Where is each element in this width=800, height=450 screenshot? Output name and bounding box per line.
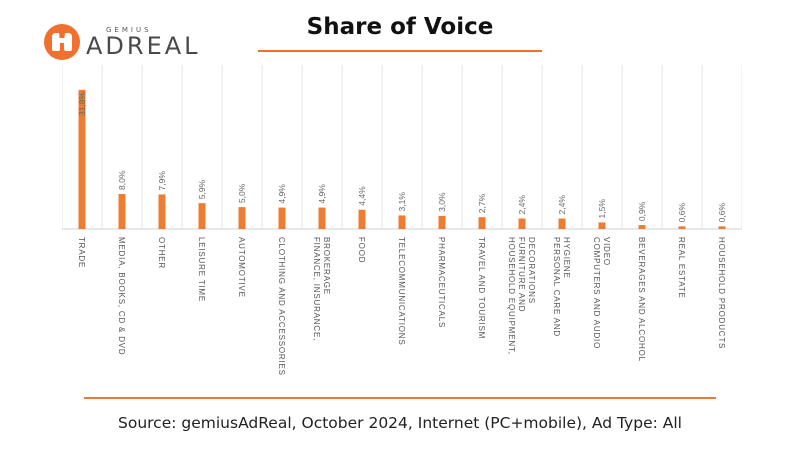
plot-background xyxy=(62,65,742,229)
share-of-voice-chart: 31,8% TRADE 8,0% MEDIA, BOOKS, CD & DVD 7,9%… xyxy=(62,65,742,376)
bar xyxy=(558,218,566,229)
tick-label: AUTOMOTIVE xyxy=(237,237,246,298)
bar xyxy=(278,207,286,229)
data-label: 3,1% xyxy=(397,192,407,212)
bar xyxy=(678,226,686,229)
data-label: 0,6% xyxy=(717,203,727,223)
gemius-adreal-logo: GEMIUS ADREAL xyxy=(44,24,201,60)
tick-label: DECORATIONS xyxy=(527,237,536,304)
page-title: Share of Voice xyxy=(306,14,494,40)
bar xyxy=(718,226,726,229)
bar xyxy=(398,215,406,229)
data-label: 2,4% xyxy=(557,195,567,215)
tick-label: TELECOMMUNICATIONS xyxy=(397,237,406,345)
data-label: 2,4% xyxy=(517,195,527,215)
tick-label: HYGIENE xyxy=(562,237,571,279)
bar xyxy=(598,222,606,229)
tick-label: PERSONAL CARE AND xyxy=(552,237,561,337)
data-label: 0,9% xyxy=(637,201,647,221)
tick-label: FINANCE, INSURANCE, xyxy=(312,237,321,341)
tick-label: OTHER xyxy=(157,237,166,269)
data-label: 0,6% xyxy=(677,203,687,223)
data-label: 31,8% xyxy=(77,91,87,116)
bar xyxy=(118,194,126,229)
tick-label: TRAVEL AND TOURISM xyxy=(477,237,486,339)
data-label: 3,0% xyxy=(437,192,447,212)
tick-label: REAL ESTATE xyxy=(677,237,686,299)
tick-label: HOUSEHOLD PRODUCTS xyxy=(717,237,726,349)
data-label: 4,4% xyxy=(357,186,367,206)
tick-label: CLOTHING AND ACCESSORIES xyxy=(277,237,286,376)
bar xyxy=(518,218,526,229)
bar xyxy=(638,225,646,229)
data-label: 4,9% xyxy=(317,184,327,204)
tick-label: BEVERAGES AND ALCOHOL xyxy=(637,237,646,362)
bar xyxy=(438,215,446,229)
logo-small-text: GEMIUS xyxy=(106,25,152,34)
tick-label: TRADE xyxy=(77,237,86,268)
binoculars-icon xyxy=(44,24,80,60)
title-underline xyxy=(258,50,542,52)
bar xyxy=(478,217,486,229)
tick-label: FURNITURE AND xyxy=(517,237,526,312)
data-label: 2,7% xyxy=(477,193,487,213)
tick-label: COMPUTERS AND AUDIO xyxy=(592,237,601,349)
tick-label: FOOD xyxy=(357,237,366,263)
bar xyxy=(158,194,166,229)
bar xyxy=(238,207,246,229)
bar xyxy=(358,209,366,229)
bottom-divider xyxy=(84,397,716,399)
logo-big-text: ADREAL xyxy=(86,31,201,60)
data-label: 4,9% xyxy=(277,184,287,204)
bar xyxy=(318,207,326,229)
tick-label: VIDEO xyxy=(602,237,611,266)
tick-label: PHARMACEUTICALS xyxy=(437,237,446,328)
source-note: Source: gemiusAdReal, October 2024, Inte… xyxy=(118,414,682,432)
bar xyxy=(198,203,206,229)
data-label: 7,9% xyxy=(157,171,167,191)
data-label: 5,0% xyxy=(237,183,247,203)
tick-label: LEISURE TIME xyxy=(197,237,206,302)
tick-label: HOUSEHOLD EQUIPMENT, xyxy=(507,237,516,355)
tick-label: BROKERAGE xyxy=(322,237,331,295)
data-label: 5,9% xyxy=(197,179,207,199)
bar xyxy=(78,89,86,229)
data-label: 1,5% xyxy=(597,199,607,219)
data-label: 8,0% xyxy=(117,170,127,190)
tick-label: MEDIA, BOOKS, CD & DVD xyxy=(117,237,126,356)
